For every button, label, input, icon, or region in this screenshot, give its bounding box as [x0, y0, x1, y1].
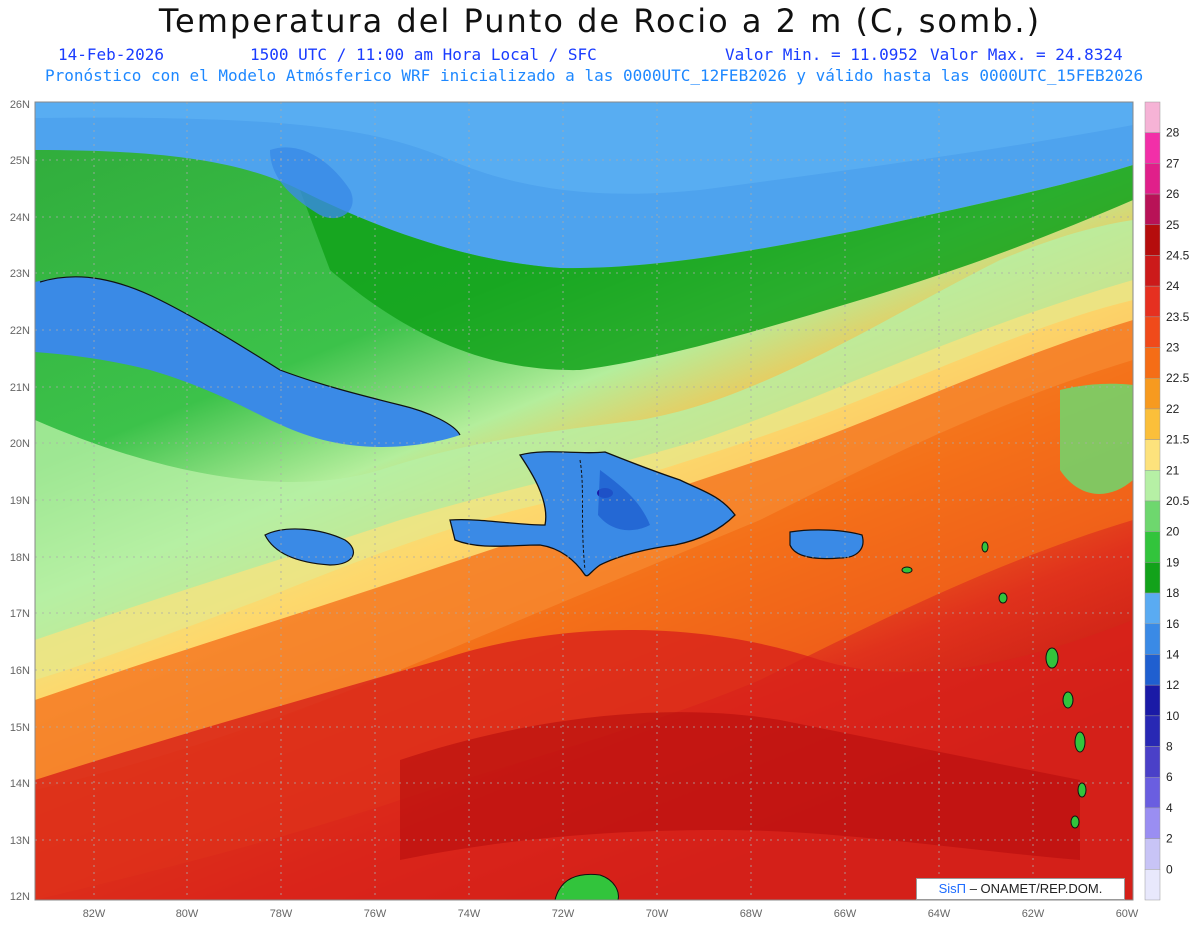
- credit-box: SisΠ – ONAMET/REP.DOM.: [916, 878, 1125, 900]
- colorbar-swatch: [1144, 470, 1161, 502]
- colorbar-swatch: [1144, 255, 1161, 287]
- longitude-axis: 82W 80W 78W 76W 74W 72W 70W 68W 66W 64W …: [83, 908, 1139, 920]
- colorbar-swatch: [1144, 408, 1161, 440]
- credit-org: – ONAMET/REP.DOM.: [969, 881, 1103, 896]
- colorbar-swatch: [1144, 776, 1161, 809]
- lat-tick-label: 15N: [10, 722, 30, 734]
- colorbar-label: 6: [1166, 770, 1173, 784]
- lon-tick-label: 64W: [928, 908, 951, 920]
- colorbar-swatch: [1144, 163, 1161, 195]
- colorbar-label: 26: [1166, 187, 1180, 201]
- lon-tick-label: 80W: [176, 908, 199, 920]
- colorbar-label: 12: [1166, 678, 1180, 692]
- max-value: Valor Max. = 24.8324: [930, 45, 1123, 64]
- latitude-axis: 26N 25N 24N 23N 22N 21N 20N 19N 18N 17N …: [10, 99, 30, 903]
- lat-tick-label: 24N: [10, 212, 30, 224]
- grid-lines: [35, 102, 1133, 900]
- lat-tick-label: 25N: [10, 155, 30, 167]
- lat-tick-label: 18N: [10, 552, 30, 564]
- colorbar-swatch: [1144, 715, 1161, 747]
- lon-tick-label: 78W: [270, 908, 293, 920]
- colorbar-label: 16: [1166, 617, 1180, 631]
- lon-tick-label: 70W: [646, 908, 669, 920]
- colorbar-label: 23: [1166, 341, 1180, 355]
- colorbar-label: 14: [1166, 647, 1180, 661]
- lat-tick-label: 16N: [10, 665, 30, 677]
- colorbar-label: 24: [1166, 279, 1180, 293]
- colorbar-label: 10: [1166, 709, 1180, 723]
- lat-tick-label: 12N: [10, 891, 30, 903]
- lon-tick-label: 62W: [1022, 908, 1045, 920]
- lat-tick-label: 22N: [10, 325, 30, 337]
- colorbar-label: 28: [1166, 126, 1180, 140]
- colorbar-swatch: [1144, 377, 1161, 410]
- lon-tick-label: 82W: [83, 908, 106, 920]
- colorbar-swatch: [1144, 746, 1161, 778]
- forecast-date: 14-Feb-2026: [58, 45, 164, 64]
- lon-tick-label: 66W: [834, 908, 857, 920]
- colorbar-swatch: [1144, 869, 1161, 901]
- lat-tick-label: 20N: [10, 438, 30, 450]
- forecast-time: 1500 UTC / 11:00 am Hora Local / SFC: [250, 45, 597, 64]
- colorbar-swatch: [1144, 285, 1161, 318]
- min-value: Valor Min. = 11.0952: [725, 45, 918, 64]
- colorbar-label: 19: [1166, 555, 1180, 569]
- colorbar-swatch: [1144, 347, 1161, 379]
- colorbar-label: 4: [1166, 801, 1173, 815]
- lon-tick-label: 76W: [364, 908, 387, 920]
- lat-tick-label: 19N: [10, 495, 30, 507]
- colorbar-legend: 2827262524.52423.52322.52221.52120.52019…: [1144, 101, 1190, 901]
- colorbar-swatch: [1144, 838, 1161, 870]
- map-title: Temperatura del Punto de Rocio a 2 m (C,…: [158, 2, 1042, 40]
- colorbar-label: 20.5: [1166, 494, 1190, 508]
- colorbar-swatch: [1144, 623, 1161, 655]
- model-info: Pronóstico con el Modelo Atmósferico WRF…: [45, 66, 1144, 85]
- colorbar-label: 0: [1166, 862, 1173, 876]
- colorbar-label: 23.5: [1166, 310, 1190, 324]
- colorbar-label: 25: [1166, 218, 1180, 232]
- map-frame: [34, 101, 1134, 901]
- lat-tick-label: 26N: [10, 99, 30, 111]
- lon-tick-label: 60W: [1116, 908, 1139, 920]
- colorbar-swatch: [1144, 500, 1161, 532]
- colorbar-label: 22.5: [1166, 371, 1190, 385]
- colorbar-label: 18: [1166, 586, 1180, 600]
- lat-tick-label: 21N: [10, 382, 30, 394]
- lon-tick-label: 74W: [458, 908, 481, 920]
- lat-tick-label: 17N: [10, 608, 30, 620]
- colorbar-swatch: [1144, 654, 1161, 686]
- colorbar-label: 21: [1166, 463, 1180, 477]
- colorbar-swatch: [1144, 531, 1161, 563]
- colorbar-swatch: [1144, 562, 1161, 594]
- colorbar-swatch: [1144, 807, 1161, 839]
- colorbar-label: 20: [1166, 525, 1180, 539]
- colorbar-swatch: [1144, 132, 1161, 164]
- colorbar-label: 2: [1166, 832, 1173, 846]
- colorbar-label: 27: [1166, 156, 1180, 170]
- colorbar-label: 21.5: [1166, 433, 1190, 447]
- colorbar-swatch: [1144, 101, 1161, 133]
- colorbar-swatch: [1144, 193, 1161, 226]
- colorbar-swatch: [1144, 592, 1161, 625]
- lon-tick-label: 68W: [740, 908, 763, 920]
- lat-tick-label: 23N: [10, 268, 30, 280]
- lat-tick-label: 13N: [10, 835, 30, 847]
- colorbar-swatch: [1144, 224, 1161, 256]
- colorbar-swatch: [1144, 316, 1161, 348]
- colorbar-label: 22: [1166, 402, 1180, 416]
- colorbar-label: 24.5: [1166, 248, 1190, 262]
- lon-tick-label: 72W: [552, 908, 575, 920]
- brand-logo: SisΠ: [938, 881, 967, 896]
- colorbar-swatch: [1144, 684, 1161, 717]
- map-field: [35, 102, 1133, 900]
- colorbar-label: 8: [1166, 740, 1173, 754]
- colorbar-swatch: [1144, 439, 1161, 471]
- lat-tick-label: 14N: [10, 778, 30, 790]
